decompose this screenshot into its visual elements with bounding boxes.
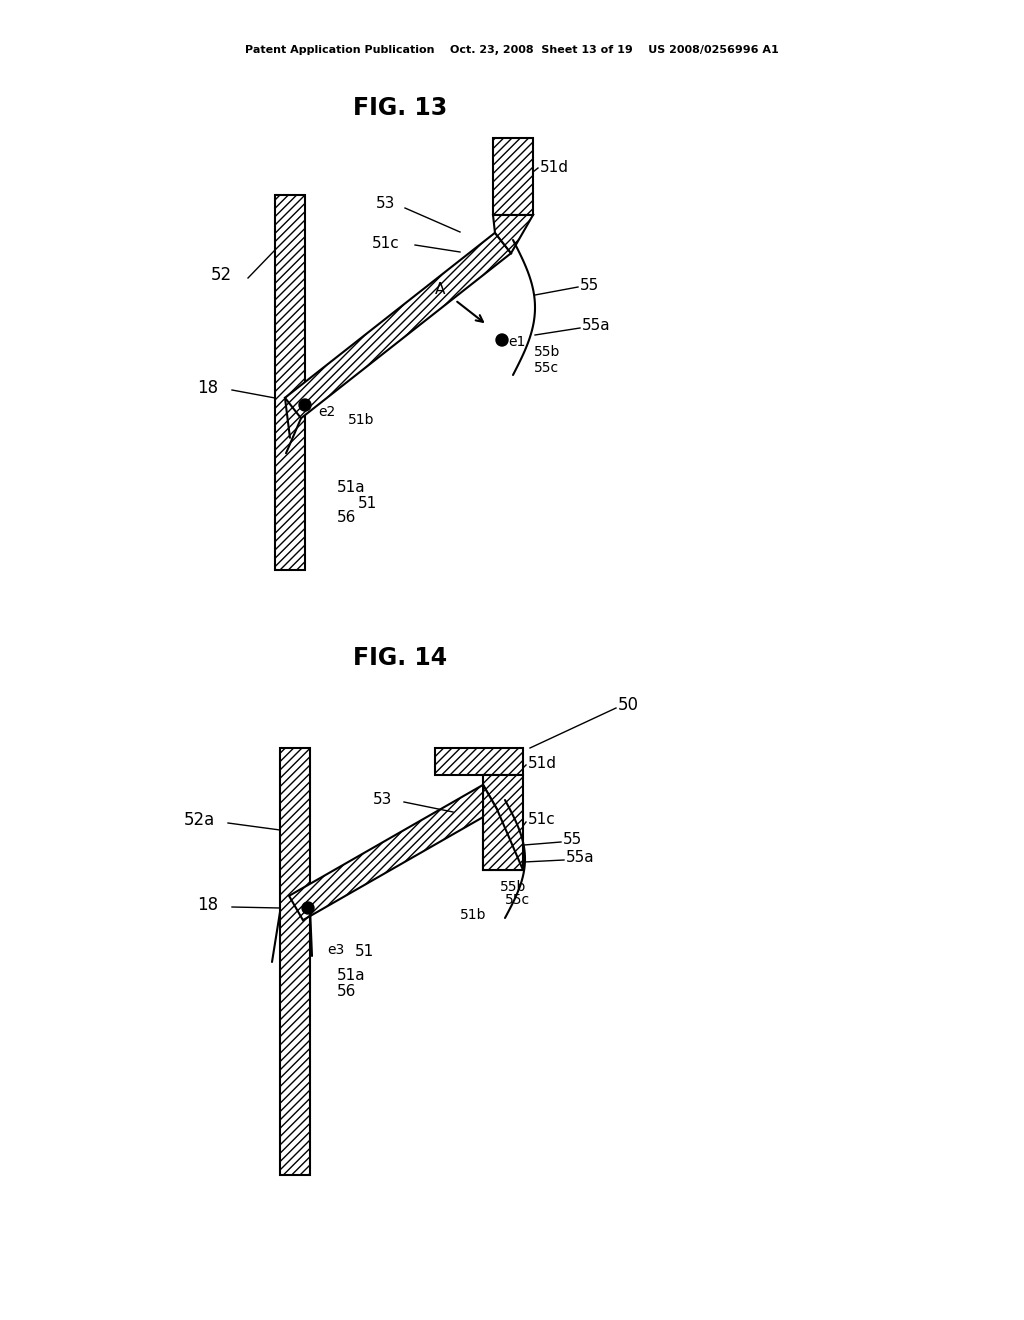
Text: 55a: 55a [566, 850, 595, 866]
Polygon shape [483, 775, 523, 870]
Text: 53: 53 [373, 792, 392, 808]
Text: 53: 53 [376, 197, 395, 211]
Text: 56: 56 [337, 985, 356, 999]
Text: 18: 18 [197, 896, 218, 913]
Text: A: A [434, 282, 445, 297]
Text: 51d: 51d [528, 755, 557, 771]
Polygon shape [289, 785, 497, 920]
Text: 55: 55 [580, 277, 599, 293]
Text: 56: 56 [337, 510, 356, 524]
Polygon shape [493, 139, 534, 215]
Text: 51a: 51a [337, 480, 366, 495]
Text: 51d: 51d [540, 161, 569, 176]
Circle shape [299, 399, 311, 411]
Text: 51b: 51b [348, 413, 375, 426]
Text: 51a: 51a [337, 968, 366, 982]
Text: 52a: 52a [183, 810, 215, 829]
Polygon shape [275, 195, 305, 570]
Text: 18: 18 [197, 379, 218, 397]
Polygon shape [483, 785, 523, 870]
Text: 55a: 55a [582, 318, 610, 333]
Polygon shape [280, 748, 310, 1175]
Polygon shape [493, 215, 534, 253]
Text: e2: e2 [318, 405, 335, 418]
Text: 55c: 55c [534, 360, 559, 375]
Text: 55b: 55b [500, 880, 526, 894]
Text: FIG. 13: FIG. 13 [353, 96, 447, 120]
Text: Patent Application Publication    Oct. 23, 2008  Sheet 13 of 19    US 2008/02569: Patent Application Publication Oct. 23, … [245, 45, 779, 55]
Text: 50: 50 [618, 696, 639, 714]
Circle shape [302, 902, 314, 913]
Text: 52: 52 [211, 267, 232, 284]
Circle shape [496, 334, 508, 346]
Text: 51c: 51c [373, 235, 400, 251]
Text: 51: 51 [355, 945, 374, 960]
Text: FIG. 14: FIG. 14 [353, 645, 447, 671]
Text: 55c: 55c [505, 894, 530, 907]
Text: e3: e3 [327, 942, 344, 957]
Polygon shape [285, 232, 511, 418]
Text: e1: e1 [508, 335, 525, 348]
Text: 51: 51 [358, 495, 377, 511]
Polygon shape [435, 748, 523, 775]
Text: 51c: 51c [528, 813, 556, 828]
Text: 55: 55 [563, 833, 583, 847]
Text: 55b: 55b [534, 345, 560, 359]
Text: 51b: 51b [460, 908, 486, 921]
